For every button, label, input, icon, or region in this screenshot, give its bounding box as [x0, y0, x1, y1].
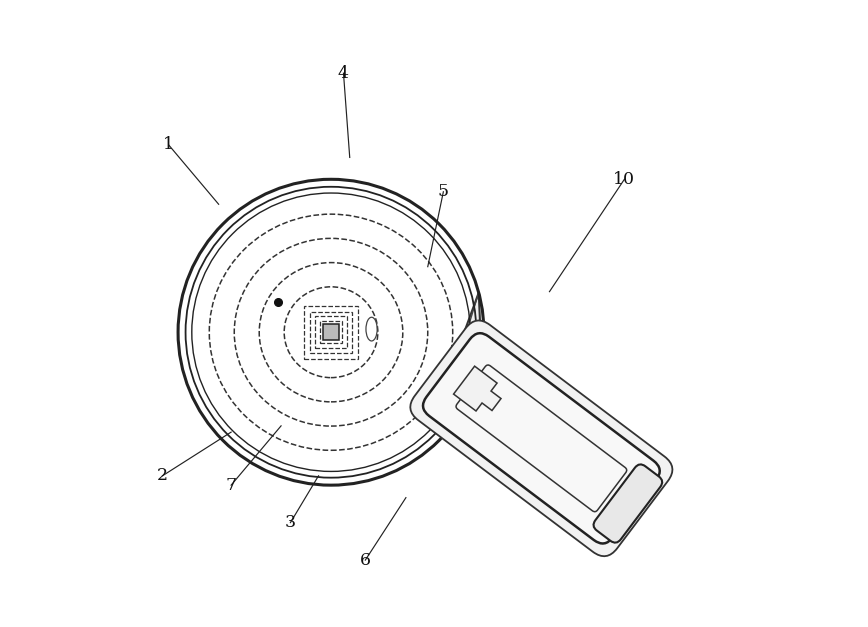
FancyBboxPatch shape: [594, 465, 662, 543]
FancyBboxPatch shape: [411, 320, 673, 556]
Bar: [323, 324, 339, 340]
Bar: [304, 305, 358, 359]
Text: 1: 1: [163, 137, 174, 154]
Text: 7: 7: [226, 477, 237, 493]
Text: 5: 5: [437, 183, 449, 200]
Polygon shape: [454, 366, 501, 411]
Bar: [310, 312, 352, 353]
Ellipse shape: [175, 176, 487, 488]
Bar: [319, 321, 342, 343]
Polygon shape: [437, 293, 482, 405]
Text: 2: 2: [157, 467, 168, 484]
FancyBboxPatch shape: [423, 333, 660, 544]
Text: 6: 6: [360, 552, 371, 569]
Text: 10: 10: [614, 171, 635, 188]
Bar: [315, 317, 347, 348]
Text: 3: 3: [285, 514, 296, 531]
Ellipse shape: [195, 196, 467, 468]
Text: 4: 4: [338, 65, 349, 82]
